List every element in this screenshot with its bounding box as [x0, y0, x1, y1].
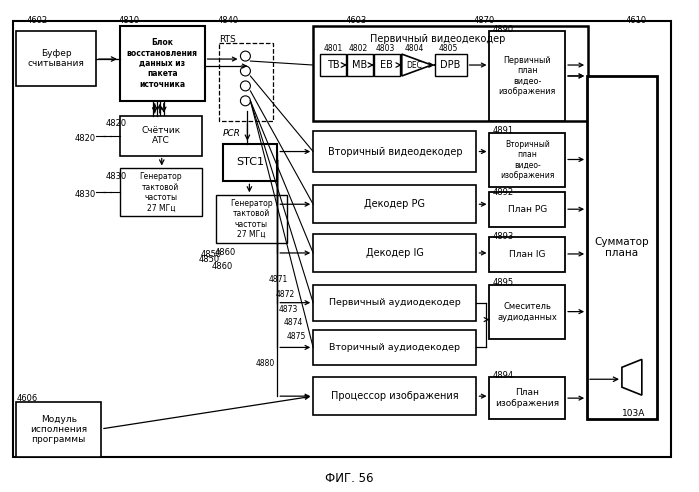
Bar [313, 285, 477, 321]
Bar [489, 133, 565, 187]
Bar [16, 31, 96, 86]
Text: 4860: 4860 [215, 248, 236, 257]
Text: 4803: 4803 [375, 44, 394, 53]
Bar [13, 21, 671, 457]
Text: 4850: 4850 [199, 255, 219, 264]
Bar [16, 402, 101, 457]
Text: 4892: 4892 [492, 188, 514, 197]
Text: План IG: План IG [509, 250, 545, 259]
Text: 4606: 4606 [16, 394, 38, 403]
Text: 4870: 4870 [473, 16, 495, 25]
Text: Первичный
план
видео-
изображения: Первичный план видео- изображения [498, 56, 556, 96]
Text: 4802: 4802 [348, 44, 368, 53]
Bar [313, 377, 477, 415]
Text: 4805: 4805 [439, 44, 459, 53]
Text: 4872: 4872 [275, 290, 294, 299]
Bar [489, 31, 565, 121]
Bar [313, 330, 477, 366]
Text: 4895: 4895 [492, 278, 514, 287]
Text: MB: MB [352, 60, 368, 70]
Bar [320, 54, 346, 76]
Text: 4873: 4873 [278, 305, 298, 314]
Text: 4893: 4893 [492, 232, 514, 241]
Text: DEC: DEC [406, 61, 421, 69]
Bar [347, 54, 373, 76]
Bar [489, 237, 565, 272]
Bar [313, 26, 588, 121]
Text: Первичный видеодекодер: Первичный видеодекодер [370, 34, 505, 44]
Text: 4610: 4610 [626, 16, 647, 25]
Text: TB: TB [326, 60, 340, 70]
Text: Вторичный
план
видео-
изображения: Вторичный план видео- изображения [500, 140, 554, 180]
Text: 4891: 4891 [492, 125, 514, 135]
Text: Буфер
считывания: Буфер считывания [28, 49, 85, 68]
Bar [313, 234, 477, 272]
Text: 4880: 4880 [255, 359, 275, 369]
Text: EB: EB [380, 60, 394, 70]
Text: Смеситель
аудиоданных: Смеситель аудиоданных [498, 303, 557, 322]
Bar [313, 131, 477, 172]
Text: 4871: 4871 [268, 275, 287, 284]
Bar [120, 168, 201, 216]
Text: 4894: 4894 [492, 371, 514, 380]
Text: План PG: План PG [507, 205, 547, 214]
Bar [313, 185, 477, 223]
Text: Генератор
тактовой
частоты
27 МГц: Генератор тактовой частоты 27 МГц [139, 172, 182, 213]
Text: DPB: DPB [440, 60, 461, 70]
Text: Первичный аудиодекодер: Первичный аудиодекодер [329, 298, 461, 307]
Text: 4602: 4602 [27, 16, 48, 25]
Text: Процессор изображения: Процессор изображения [331, 391, 459, 401]
Text: 4890: 4890 [492, 25, 514, 34]
Bar [120, 26, 205, 101]
Text: 4860: 4860 [212, 262, 233, 271]
Bar [222, 144, 278, 182]
Bar [219, 43, 273, 121]
Text: 4850: 4850 [201, 250, 222, 259]
Text: STC1: STC1 [236, 157, 264, 167]
Bar [489, 377, 565, 419]
Text: 4810: 4810 [119, 16, 140, 25]
Text: 4820: 4820 [75, 134, 96, 143]
Text: Счётчик
АТС: Счётчик АТС [141, 126, 180, 145]
Text: 4804: 4804 [405, 44, 424, 53]
Text: Вторичный видеодекодер: Вторичный видеодекодер [328, 147, 462, 156]
Text: Декодер PG: Декодер PG [364, 199, 425, 209]
Text: Генератор
тактовой
частоты
27 МГц: Генератор тактовой частоты 27 МГц [230, 199, 273, 239]
Text: 4820: 4820 [106, 119, 127, 128]
Bar [489, 285, 565, 339]
Text: 4840: 4840 [217, 16, 238, 25]
Text: ФИГ. 56: ФИГ. 56 [325, 472, 374, 485]
Bar [489, 192, 565, 227]
Text: 4830: 4830 [106, 172, 127, 182]
Text: PCR: PCR [222, 129, 240, 138]
Text: 103A: 103A [622, 409, 646, 418]
Text: Модуль
исполнения
программы: Модуль исполнения программы [30, 415, 87, 444]
Text: RTS: RTS [219, 35, 236, 44]
Bar [120, 116, 201, 155]
Text: Сумматор
плана: Сумматор плана [595, 237, 649, 258]
Text: Блок
восстановления
данных из
пакета
источника: Блок восстановления данных из пакета ист… [127, 38, 198, 89]
Text: 4830: 4830 [75, 190, 96, 199]
Text: 4875: 4875 [287, 332, 305, 340]
Bar [215, 195, 287, 243]
Bar [435, 54, 466, 76]
Text: 4874: 4874 [283, 318, 303, 327]
Text: 4801: 4801 [324, 44, 343, 53]
Text: План
изображения: План изображения [495, 389, 559, 408]
Bar [374, 54, 400, 76]
Text: Декодер IG: Декодер IG [366, 248, 424, 258]
Text: Вторичный аудиодекодер: Вторичный аудиодекодер [329, 343, 461, 352]
Bar [587, 76, 657, 419]
Text: 4603: 4603 [346, 16, 367, 25]
